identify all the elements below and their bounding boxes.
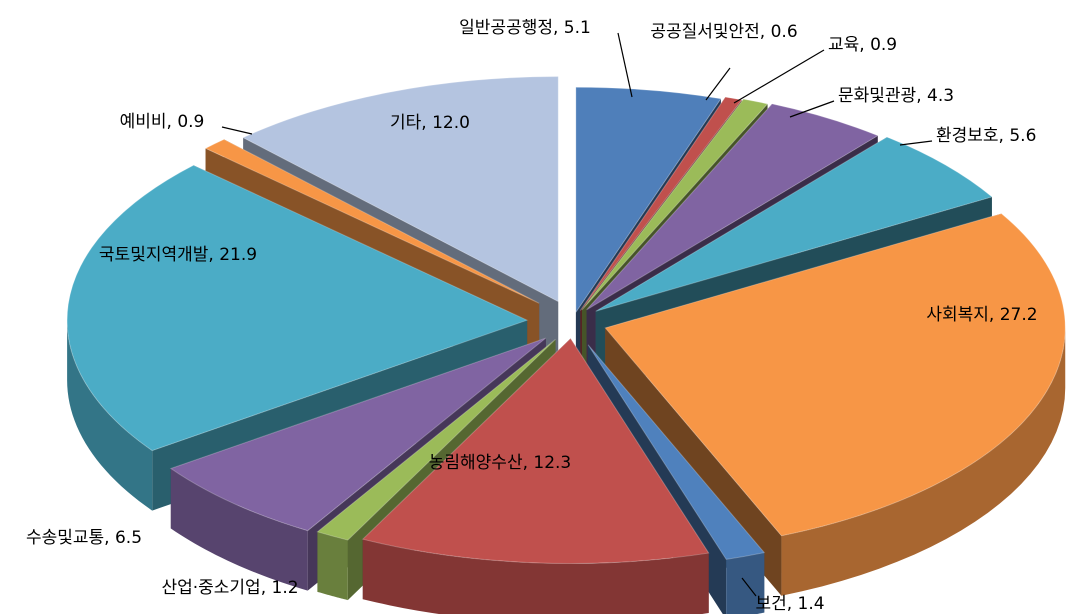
data-label-11: 예비비, 0.9 <box>120 112 205 132</box>
leader-line-4 <box>899 140 933 146</box>
slice-8-top <box>316 338 556 541</box>
data-label-6: 보건, 1.4 <box>755 594 824 614</box>
data-label-12: 기타, 12.0 <box>390 113 470 133</box>
leader-line-3 <box>789 100 835 118</box>
slice-10-outer-wall <box>67 320 153 511</box>
slice-9-top <box>169 337 547 532</box>
slice-6-top <box>587 344 766 560</box>
slice-9-outer-wall <box>170 468 308 591</box>
data-label-1: 공공질서및안전, 0.6 <box>650 22 797 42</box>
slice-2-top <box>581 98 769 311</box>
slice-10-top <box>66 164 529 452</box>
leader-lines <box>221 32 933 597</box>
slice-8-outer-wall <box>317 531 348 601</box>
slice-labels: 일반공공행정, 5.1 공공질서및안전, 0.6 교육, 0.9 문화및관광, 4.3… <box>26 18 1038 614</box>
leader-line-1 <box>705 67 731 101</box>
data-label-7: 농림해양수산, 12.3 <box>429 453 572 473</box>
leader-line-11 <box>221 126 253 135</box>
slice-5-outer-wall <box>781 327 1066 596</box>
data-label-9: 수송및교통, 6.5 <box>26 528 142 548</box>
slice-7-top <box>361 337 710 564</box>
data-label-0: 일반공공행정, 5.1 <box>459 18 591 38</box>
data-label-8: 산업·중소기업, 1.2 <box>161 578 298 598</box>
leader-line-2 <box>733 49 825 104</box>
slice-11-top <box>204 138 540 304</box>
data-label-10: 국토및지역개발, 21.9 <box>99 245 257 265</box>
slice-6-outer-wall <box>726 552 765 614</box>
slice-5-top <box>604 213 1066 537</box>
pie-tops <box>66 76 1066 564</box>
data-label-4: 환경보호, 5.6 <box>936 126 1036 146</box>
slice-12-top <box>241 76 559 303</box>
slice-7-outer-wall <box>362 539 709 614</box>
data-label-3: 문화및관광, 4.3 <box>838 86 954 106</box>
slice-3-top <box>586 103 879 311</box>
slice-0-top <box>575 86 722 314</box>
data-label-5: 사회복지, 27.2 <box>926 305 1037 325</box>
leader-line-6 <box>741 577 757 597</box>
slice-1-top <box>579 96 743 311</box>
data-label-2: 교육, 0.9 <box>828 35 897 55</box>
leader-line-0 <box>617 32 633 98</box>
slice-4-top <box>595 136 993 312</box>
